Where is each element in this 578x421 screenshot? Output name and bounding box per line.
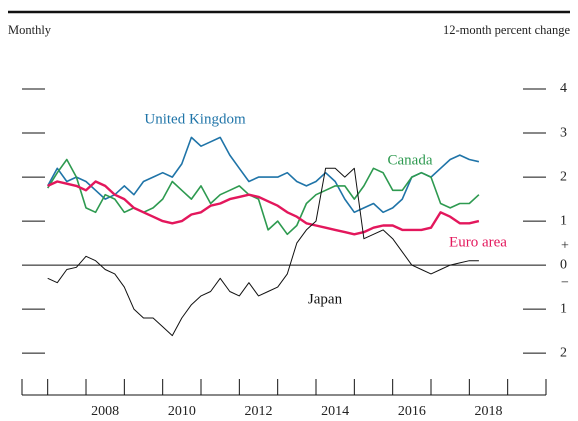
series-line [47,158,480,236]
series-label: United Kingdom [144,111,246,127]
y-tick-label: 2 [560,169,567,184]
series-line [47,180,480,236]
series-line [46,136,480,214]
y-tick-label: 3 [560,125,567,140]
x-tick-label: 2014 [321,404,349,419]
x-tick-label: 2018 [475,404,503,419]
y-tick-label: 0 [560,257,567,272]
series-label: Euro area [449,234,507,250]
series-label: Canada [388,152,433,168]
x-tick-label: 2016 [398,404,426,419]
y-tick-label: 2 [560,345,567,360]
frequency-note: Monthly [8,23,52,37]
unit-note: 12-month percent change [443,23,570,37]
x-tick-label: 2010 [168,404,196,419]
minus-sign: − [561,275,569,290]
x-tick-label: 2008 [91,404,119,419]
x-tick-label: 2012 [245,404,273,419]
y-tick-label: 1 [560,301,567,316]
y-tick-label: 4 [560,81,567,96]
series-label: Japan [308,291,343,307]
y-tick-label: 1 [560,213,567,228]
series-line [47,167,479,337]
plus-sign: + [561,238,569,253]
